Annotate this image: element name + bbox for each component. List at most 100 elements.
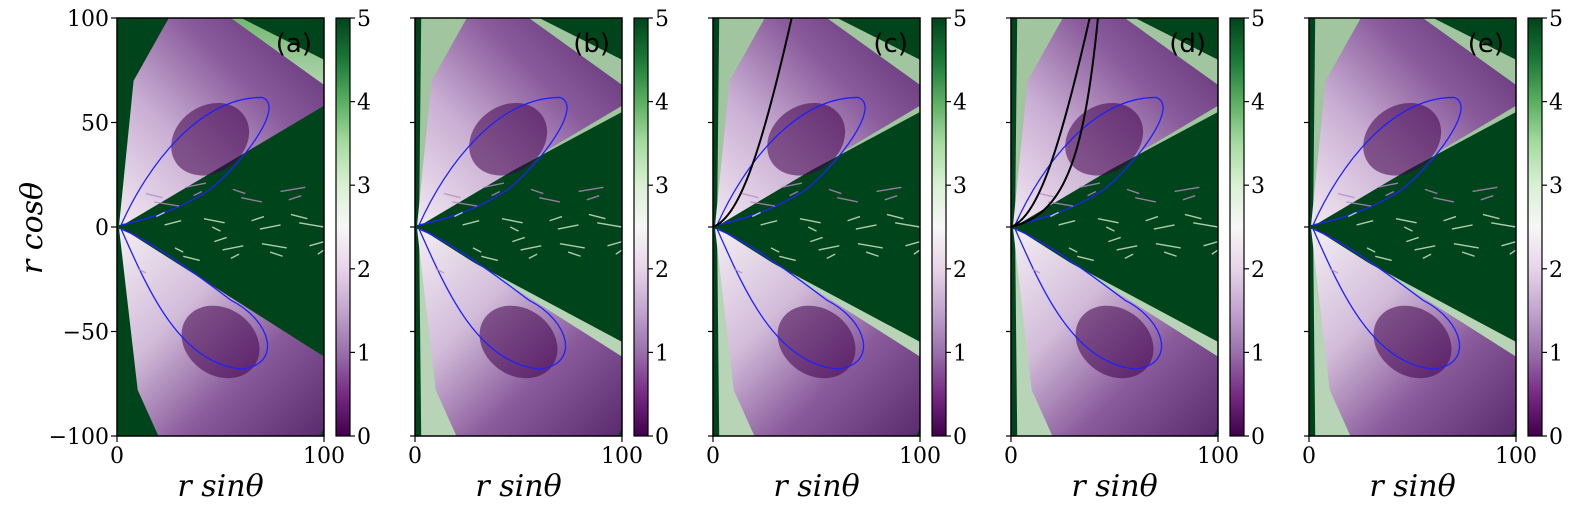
x-tick-label: 100 [601, 444, 643, 469]
disk-streak [559, 243, 585, 249]
lower-contour [1311, 227, 1461, 370]
disk-streak [810, 236, 823, 243]
disk-streak [1461, 251, 1475, 257]
disk-streak [1472, 186, 1498, 193]
disk-streak [1048, 201, 1074, 207]
disk-streak [539, 197, 561, 203]
disk-streak [443, 192, 461, 199]
colorbar [335, 17, 351, 437]
heatmap-field [117, 18, 324, 436]
disk-streak [462, 220, 480, 226]
disk-streak [269, 251, 283, 257]
x-tick-label: 100 [1197, 444, 1239, 469]
disk-streak [483, 182, 505, 188]
disk-streak [509, 226, 519, 232]
disk-streak [1385, 190, 1395, 197]
disk-streak [1414, 245, 1436, 251]
disk-streak [452, 201, 478, 207]
disk-streak [770, 247, 780, 253]
disk-streak [1453, 243, 1479, 249]
disk-streak [1482, 213, 1500, 220]
colorbar-tick-label: 5 [357, 7, 371, 32]
disk-streak [520, 245, 542, 251]
colorbar-tick-label: 3 [1251, 174, 1265, 199]
disk-streak [779, 255, 796, 262]
disk-streak [280, 186, 306, 193]
colorbar-tick-label: 1 [1251, 341, 1265, 366]
disk-streak [828, 188, 842, 195]
colorbar-tick-label: 0 [953, 425, 967, 450]
upper-contour [1014, 96, 1164, 226]
disk-streak [1184, 213, 1202, 220]
colorbar [633, 17, 649, 437]
colorbar-tick-label: 4 [953, 91, 967, 116]
colorbar-tick-label: 1 [357, 341, 371, 366]
disk-streak [1366, 247, 1376, 253]
colorbar-tick-label: 3 [655, 174, 669, 199]
x-tick-label: 0 [408, 444, 422, 469]
colorbar [1527, 17, 1543, 437]
colorbar-tick-label: 0 [655, 425, 669, 450]
disk-streak [865, 251, 879, 257]
disk-streak [214, 236, 227, 243]
lower-contour [715, 227, 865, 370]
lower-contour [417, 227, 567, 370]
disk-streak [232, 188, 246, 195]
disk-streak [1433, 197, 1455, 203]
disk-streak [137, 268, 147, 274]
disk-streak [1451, 224, 1473, 230]
disk-streak [1424, 188, 1438, 195]
heatmap-field [1309, 18, 1516, 436]
upper-core [171, 102, 250, 176]
disk-streak [750, 201, 776, 207]
disk-streak [472, 247, 482, 253]
disk-streak [1039, 192, 1057, 199]
y-axis-label: r cosθ [15, 182, 50, 274]
upper-core [1065, 102, 1144, 176]
heatmap-field [713, 18, 920, 436]
disk-streak [530, 188, 544, 195]
x-tick-label: 100 [1495, 444, 1537, 469]
disk-streak [183, 255, 200, 262]
disk-streak [481, 255, 498, 262]
disk-streak [597, 222, 622, 228]
disk-streak [549, 215, 563, 222]
disk-streak [261, 243, 287, 249]
disk-streak [1329, 268, 1339, 274]
disk-streak [454, 211, 463, 218]
disk-streak [1077, 255, 1094, 262]
disk-streak [1126, 188, 1140, 195]
x-tick-label: 100 [303, 444, 345, 469]
lower-contour [1013, 227, 1163, 370]
disk-streak [1395, 217, 1417, 224]
panel-d: (d) 0 100 r sinθ 0 1 2 3 4 5 [1004, 7, 1265, 504]
disk-streak [855, 224, 877, 230]
field-line [713, 18, 793, 228]
x-tick-label: 0 [706, 444, 720, 469]
colorbar [931, 17, 947, 437]
disk-streak [230, 253, 240, 259]
colorbar-tick-label: 2 [953, 258, 967, 283]
colorbar-tick-label: 1 [655, 341, 669, 366]
disk-streak [491, 190, 501, 197]
disk-streak [557, 224, 579, 230]
disk-streak [164, 220, 182, 226]
disk-streak [733, 268, 743, 274]
disk-streak [290, 213, 308, 220]
disk-streak [799, 217, 821, 224]
disk-streak [857, 243, 883, 249]
lower-core [479, 305, 558, 379]
lower-core [1373, 305, 1452, 379]
disk-streak [876, 186, 902, 193]
colorbar-tick-label: 2 [357, 258, 371, 283]
disk-streak [309, 240, 324, 247]
x-tick-label: 0 [1004, 444, 1018, 469]
x-axis-label: r sinθ [773, 469, 859, 504]
disk-streak [317, 249, 324, 255]
colorbar-tick-label: 2 [655, 258, 669, 283]
disk-streak [789, 190, 799, 197]
x-tick-label: 0 [110, 444, 124, 469]
field-line [1011, 18, 1099, 228]
disk-streak [781, 182, 803, 188]
